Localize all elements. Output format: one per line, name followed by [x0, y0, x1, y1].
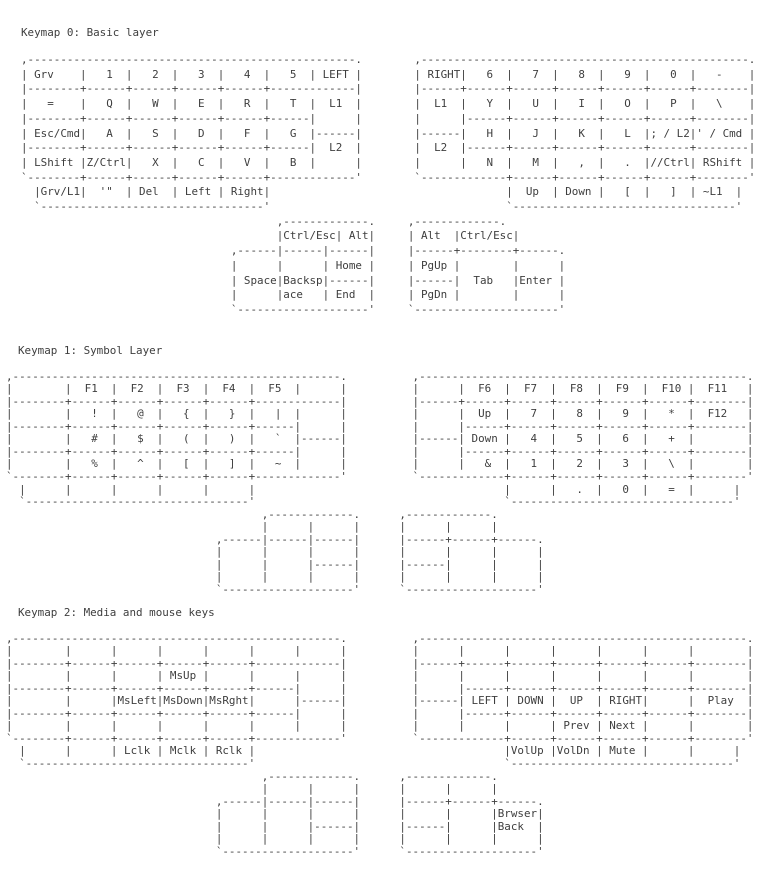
keymap-1-ascii-art: ,---------------------------------------… — [6, 369, 754, 596]
keymap-1-title: Keymap 1: Symbol Layer — [18, 343, 163, 357]
keymap-0-title: Keymap 0: Basic layer — [21, 26, 159, 39]
keymap-2-title: Keymap 2: Media and mouse keys — [18, 605, 215, 619]
keymap-section-symbol-layer: Keymap 1: Symbol Layer ,----------------… — [0, 344, 765, 597]
keymap-section-media-mouse-keys: Keymap 2: Media and mouse keys ,--------… — [0, 606, 765, 859]
keymap-document: Keymap 0: Basic layer ,-----------------… — [0, 26, 765, 859]
keymap-2-ascii-art: ,---------------------------------------… — [6, 631, 754, 858]
keymap-0-ascii-art: ,---------------------------------------… — [21, 53, 756, 316]
keymap-section-basic-layer: Keymap 0: Basic layer ,-----------------… — [0, 26, 765, 318]
